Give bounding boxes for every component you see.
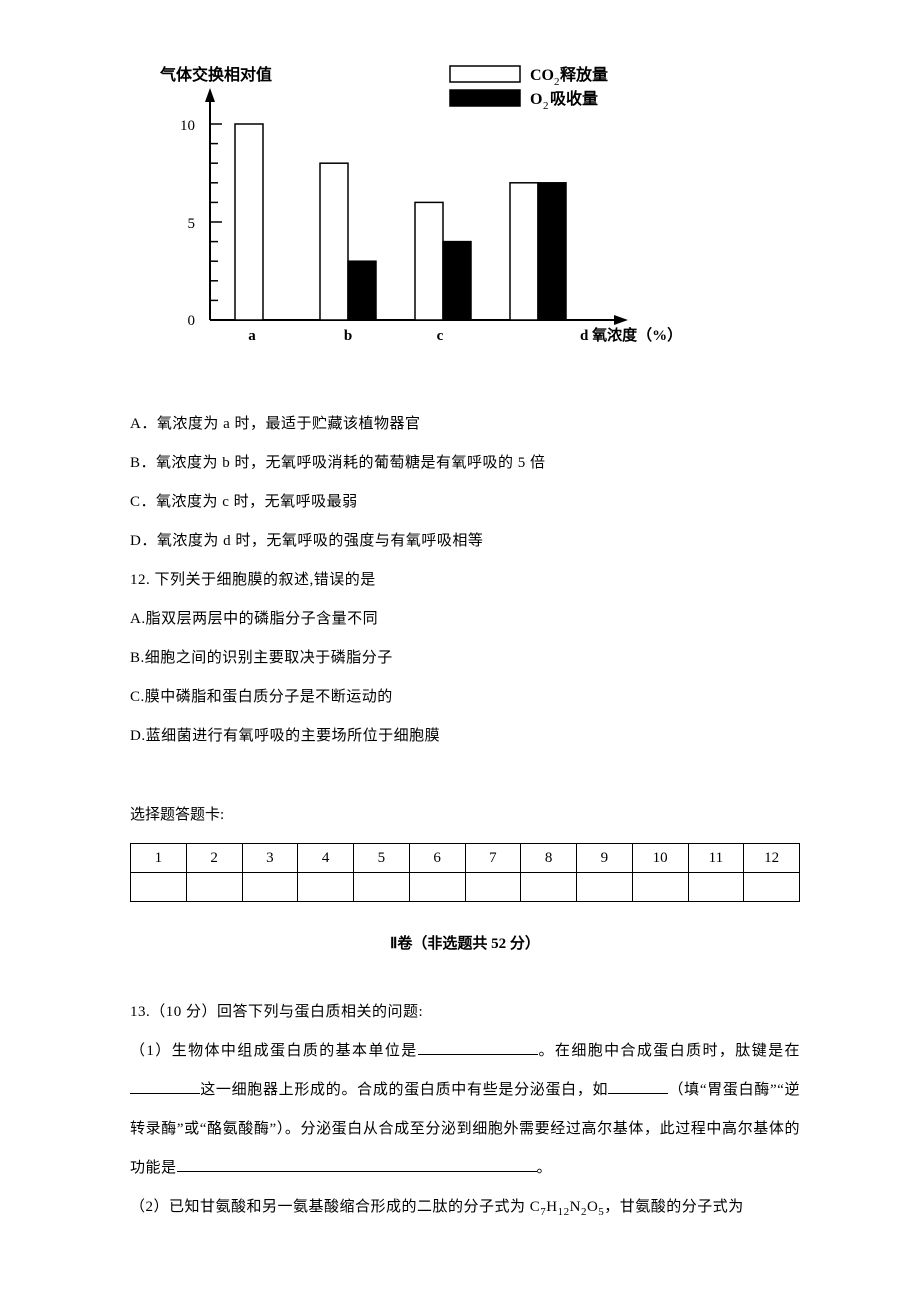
q13-text: O <box>587 1199 598 1215</box>
col-header: 2 <box>186 844 242 873</box>
svg-text:吸收量: 吸收量 <box>550 89 598 108</box>
col-header: 11 <box>688 844 744 873</box>
svg-text:2: 2 <box>543 100 549 112</box>
section-2-title: Ⅱ卷（非选题共 52 分） <box>130 932 800 953</box>
q12-option-c: C.膜中磷脂和蛋白质分子是不断运动的 <box>130 678 800 717</box>
blank-field[interactable] <box>608 1078 668 1094</box>
col-header: 8 <box>521 844 577 873</box>
col-header: 10 <box>632 844 688 873</box>
svg-text:b: b <box>344 328 352 344</box>
answer-cell[interactable] <box>242 873 298 902</box>
chart-y-label: 气体交换相对值 <box>159 65 272 84</box>
q11-option-a: A．氧浓度为 a 时，最适于贮藏该植物器官 <box>130 405 800 444</box>
answer-cell[interactable] <box>577 873 633 902</box>
svg-text:d 氧浓度（%）: d 氧浓度（%） <box>580 326 680 344</box>
q13-text: （1）生物体中组成蛋白质的基本单位是 <box>130 1043 418 1059</box>
svg-text:O: O <box>530 91 542 108</box>
bar-group-c <box>415 202 471 320</box>
q11-option-b: B．氧浓度为 b 时，无氧呼吸消耗的葡萄糖是有氧呼吸的 5 倍 <box>130 444 800 483</box>
answer-cell[interactable] <box>131 873 187 902</box>
col-header: 7 <box>465 844 521 873</box>
q13-text: 。 <box>537 1160 553 1176</box>
table-row: 1 2 3 4 5 6 7 8 9 10 11 12 <box>131 844 800 873</box>
col-header: 4 <box>298 844 354 873</box>
bar-group-a <box>235 124 263 320</box>
col-header: 6 <box>409 844 465 873</box>
q13-text: 。在细胞中合成蛋白质时，肽键是在 <box>538 1043 800 1059</box>
col-header: 3 <box>242 844 298 873</box>
q13-text: H <box>546 1199 557 1215</box>
svg-text:2: 2 <box>554 76 560 88</box>
svg-text:a: a <box>248 328 256 344</box>
svg-text:CO: CO <box>530 67 554 84</box>
answer-cell[interactable] <box>465 873 521 902</box>
bar-group-b <box>320 163 376 320</box>
legend: CO2释放量 O2吸收量 <box>450 65 608 112</box>
col-header: 12 <box>744 844 800 873</box>
answer-cell[interactable] <box>521 873 577 902</box>
q11-option-c: C．氧浓度为 c 时，无氧呼吸最弱 <box>130 483 800 522</box>
subscript: 12 <box>558 1206 570 1218</box>
q13-text: 这一细胞器上形成的。合成的蛋白质中有些是分泌蛋白，如 <box>200 1082 608 1098</box>
q13-text: （2）已知甘氨酸和另一氨基酸缩合形成的二肽的分子式为 C <box>130 1199 540 1215</box>
col-header: 5 <box>354 844 410 873</box>
blank-field[interactable] <box>418 1039 538 1055</box>
svg-text:释放量: 释放量 <box>560 65 608 84</box>
answer-cell[interactable] <box>354 873 410 902</box>
blank-field[interactable] <box>177 1156 537 1172</box>
svg-text:5: 5 <box>188 216 196 232</box>
svg-text:c: c <box>437 328 444 344</box>
q13-text: ，甘氨酸的分子式为 <box>604 1199 744 1215</box>
bar-group-d <box>510 183 566 320</box>
q12-stem: 12. 下列关于细胞膜的叙述,错误的是 <box>130 561 800 600</box>
q12-option-d: D.蓝细菌进行有氧呼吸的主要场所位于细胞膜 <box>130 717 800 756</box>
q13-text: N <box>570 1199 581 1215</box>
blank-field[interactable] <box>130 1078 200 1094</box>
answer-cell[interactable] <box>186 873 242 902</box>
col-header: 1 <box>131 844 187 873</box>
gas-exchange-chart: 气体交换相对值 CO2释放量 O2吸收量 0 5 10 <box>140 60 800 365</box>
col-header: 9 <box>577 844 633 873</box>
q13-stem: 13.（10 分）回答下列与蛋白质相关的问题: <box>130 993 800 1032</box>
q13-paragraph-1: （1）生物体中组成蛋白质的基本单位是 。在细胞中合成蛋白质时，肽键是在这一细胞器上… <box>130 1032 800 1188</box>
answer-card-table: 1 2 3 4 5 6 7 8 9 10 11 12 <box>130 843 800 902</box>
q11-option-d: D．氧浓度为 d 时，无氧呼吸的强度与有氧呼吸相等 <box>130 522 800 561</box>
table-row <box>131 873 800 902</box>
answer-cell[interactable] <box>744 873 800 902</box>
answer-cell[interactable] <box>298 873 354 902</box>
answer-cell[interactable] <box>632 873 688 902</box>
answer-card-caption: 选择题答题卡: <box>130 796 800 835</box>
q12-option-b: B.细胞之间的识别主要取决于磷脂分子 <box>130 639 800 678</box>
answer-cell[interactable] <box>409 873 465 902</box>
q13-paragraph-2: （2）已知甘氨酸和另一氨基酸缩合形成的二肽的分子式为 C7H12N2O5，甘氨酸… <box>130 1188 800 1227</box>
svg-text:0: 0 <box>188 313 196 329</box>
q12-option-a: A.脂双层两层中的磷脂分子含量不同 <box>130 600 800 639</box>
answer-cell[interactable] <box>688 873 744 902</box>
svg-text:10: 10 <box>180 118 195 134</box>
